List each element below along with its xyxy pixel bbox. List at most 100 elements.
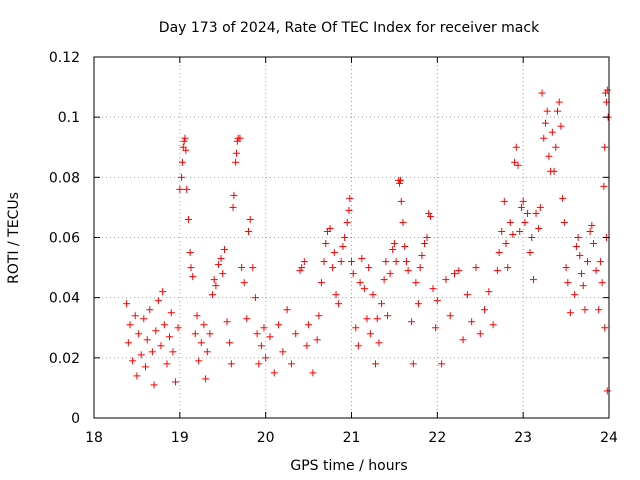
data-point: [365, 264, 373, 272]
data-point: [548, 128, 556, 136]
y-tick-label: 0.02: [49, 351, 80, 367]
data-point: [172, 378, 180, 386]
data-point: [576, 252, 584, 260]
data-point: [451, 270, 458, 278]
data-point: [166, 333, 174, 341]
data-point: [257, 342, 265, 350]
data-point: [514, 161, 522, 169]
data-point: [414, 300, 422, 308]
data-point: [588, 221, 596, 229]
data-point: [396, 176, 404, 184]
data-point: [167, 309, 175, 317]
data-point: [270, 369, 278, 377]
data-point: [181, 134, 189, 142]
data-point: [133, 372, 141, 380]
data-point: [360, 285, 368, 293]
data-point: [516, 227, 524, 235]
data-point: [287, 360, 295, 368]
data-point: [543, 107, 551, 115]
data-point: [208, 291, 216, 299]
data-point: [245, 227, 252, 235]
data-point: [416, 264, 424, 272]
data-point: [279, 348, 287, 356]
data-point: [366, 330, 374, 338]
data-point: [555, 98, 563, 106]
data-point: [502, 240, 510, 248]
data-point: [303, 342, 311, 350]
data-point: [592, 267, 600, 275]
data-point: [210, 276, 218, 284]
data-point: [392, 258, 400, 266]
data-point: [160, 321, 168, 329]
data-point: [489, 321, 497, 329]
data-point: [382, 258, 390, 266]
data-point: [571, 291, 579, 299]
data-point: [296, 267, 304, 275]
data-point: [352, 324, 360, 332]
data-point: [529, 276, 537, 284]
data-point: [564, 279, 572, 287]
data-point: [220, 246, 228, 254]
data-point: [578, 270, 586, 278]
data-point: [157, 342, 165, 350]
x-tick-label: 24: [600, 430, 618, 446]
data-point: [536, 203, 544, 211]
data-point: [390, 240, 398, 248]
data-point: [159, 288, 167, 296]
data-point: [511, 158, 519, 166]
data-point: [183, 185, 191, 193]
data-point: [180, 137, 188, 145]
data-point: [519, 197, 527, 205]
data-point: [595, 306, 603, 314]
data-point: [429, 285, 437, 293]
data-point: [476, 330, 484, 338]
data-point: [189, 273, 197, 281]
data-point: [230, 191, 238, 199]
data-point: [275, 321, 283, 329]
data-point: [348, 258, 355, 266]
x-tick-labels: 18 19 20 21 22 23 24: [85, 430, 618, 446]
data-point: [433, 297, 441, 305]
data-point: [581, 306, 589, 314]
data-point: [317, 279, 325, 287]
data-point: [557, 122, 565, 130]
data-point: [404, 267, 412, 275]
data-point: [330, 249, 338, 257]
data-point: [517, 203, 525, 211]
x-tick-label: 21: [343, 430, 361, 446]
y-tick-label: 0.06: [49, 231, 80, 247]
data-point: [600, 182, 608, 190]
data-point: [399, 218, 407, 226]
data-point: [412, 279, 420, 287]
data-point: [603, 86, 611, 94]
data-points: [123, 86, 612, 395]
data-point: [521, 218, 529, 226]
data-point: [389, 246, 397, 254]
data-point: [345, 206, 353, 214]
data-point: [426, 212, 434, 220]
data-point: [572, 243, 580, 251]
x-tick-label: 19: [171, 430, 189, 446]
data-point: [372, 360, 380, 368]
data-point: [506, 218, 514, 226]
data-point: [373, 315, 381, 323]
data-point: [178, 173, 186, 181]
data-point: [217, 255, 225, 263]
data-point: [329, 264, 337, 272]
y-tick-label: 0.08: [49, 170, 80, 186]
data-point: [243, 315, 251, 323]
data-point: [423, 234, 431, 241]
data-point: [532, 209, 540, 217]
y-tick-label: 0.12: [49, 50, 80, 66]
data-point: [174, 324, 182, 332]
data-point: [343, 218, 351, 226]
data-point: [402, 258, 410, 266]
data-point: [495, 249, 503, 257]
data-point: [163, 360, 171, 368]
data-point: [219, 270, 227, 278]
data-point: [432, 324, 440, 332]
data-point: [369, 291, 377, 299]
data-point: [541, 119, 549, 127]
data-point: [335, 300, 343, 308]
data-point: [292, 330, 300, 338]
